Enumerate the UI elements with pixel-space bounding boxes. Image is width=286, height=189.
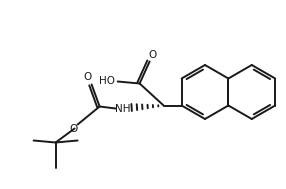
Text: HO: HO (99, 77, 115, 87)
Text: O: O (84, 73, 92, 83)
Text: O: O (69, 125, 78, 135)
Text: O: O (148, 50, 157, 60)
Text: NH: NH (115, 104, 130, 114)
